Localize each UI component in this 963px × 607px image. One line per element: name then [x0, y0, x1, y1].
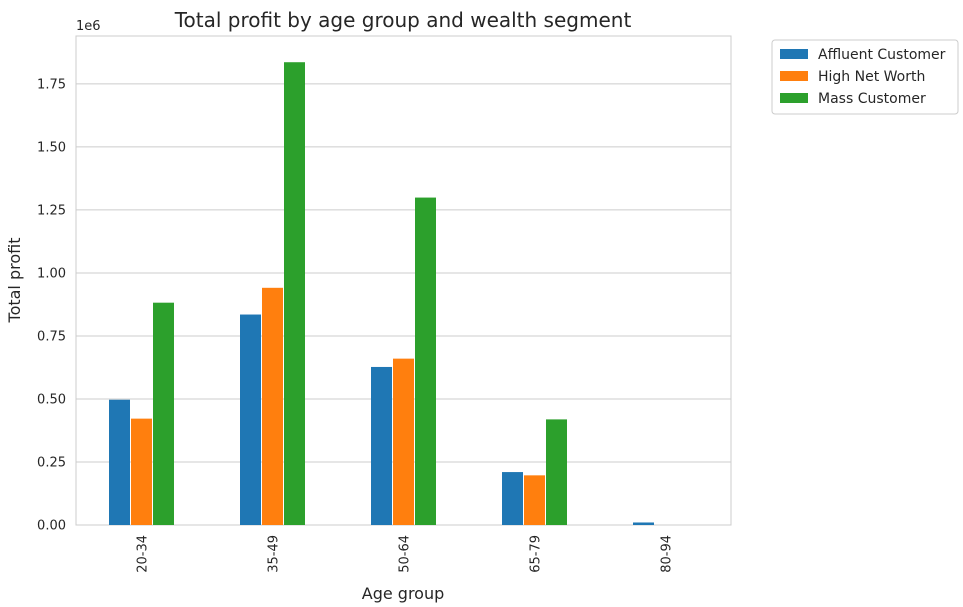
y-tick-label: 0.00	[37, 519, 66, 534]
bar	[633, 522, 654, 525]
bar	[153, 302, 174, 525]
x-tick-label: 20-34	[136, 535, 151, 573]
x-axis-title: Age group	[362, 584, 445, 603]
bar	[415, 197, 436, 525]
grid-lines	[76, 83, 731, 526]
y-axis-title: Total profit	[5, 238, 24, 324]
bar	[262, 287, 283, 525]
bars	[109, 62, 654, 526]
x-tick-label: 50-64	[398, 535, 413, 573]
legend-label: Mass Customer	[818, 91, 926, 107]
bar	[109, 399, 130, 525]
bar	[502, 472, 523, 525]
legend-label: Affluent Customer	[818, 47, 946, 63]
x-tick-label: 80-94	[660, 535, 675, 573]
legend-swatch	[780, 93, 808, 103]
legend-label: High Net Worth	[818, 69, 925, 85]
bar	[371, 366, 392, 525]
bar	[546, 419, 567, 525]
bar	[524, 475, 545, 525]
y-tick-label: 1.25	[37, 203, 66, 218]
legend-frame	[771, 39, 959, 115]
y-tick-label: 1.75	[37, 77, 66, 92]
chart-title: Total profit by age group and wealth seg…	[174, 8, 632, 32]
y-ticks: 0.00 0.25 0.50 0.75 1.00 1.25 1.50 1.75	[37, 77, 66, 533]
bar	[284, 62, 305, 526]
y-tick-label: 0.50	[37, 392, 66, 407]
y-tick-label: 1.50	[37, 140, 66, 155]
y-offset-label: 1e6	[76, 19, 101, 34]
x-tick-label: 65-79	[529, 535, 544, 573]
x-tick-label: 35-49	[267, 535, 282, 573]
y-tick-label: 0.75	[37, 329, 66, 344]
y-tick-label: 1.00	[37, 266, 66, 281]
legend-swatch	[780, 49, 808, 59]
bar	[240, 314, 261, 525]
bar	[131, 418, 152, 525]
legend: Affluent Customer High Net Worth Mass Cust…	[771, 39, 959, 115]
legend-swatch	[780, 71, 808, 81]
bar	[393, 358, 414, 525]
x-ticks: 20-34 35-49 50-64 65-79 80-94	[136, 535, 675, 573]
y-tick-label: 0.25	[37, 455, 66, 470]
